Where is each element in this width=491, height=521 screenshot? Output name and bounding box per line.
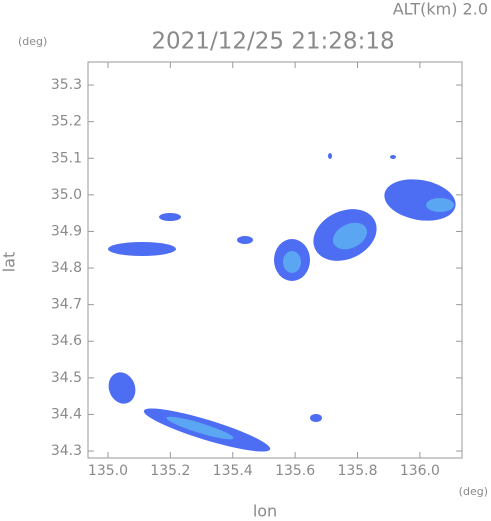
y-tick-label: 35.1 bbox=[51, 150, 82, 166]
altitude-label: ALT(km) 2.0 bbox=[393, 0, 488, 19]
echo bbox=[328, 153, 332, 159]
y-tick-label: 34.5 bbox=[51, 370, 82, 386]
plot-frame bbox=[87, 61, 463, 459]
x-unit: (deg) bbox=[459, 485, 488, 498]
echo-core bbox=[166, 416, 234, 440]
x-tick-label: 135.2 bbox=[150, 463, 190, 479]
y-tick-label: 35.3 bbox=[51, 77, 82, 93]
y-tick-label: 34.9 bbox=[51, 223, 82, 239]
echo bbox=[108, 242, 176, 256]
radar-echoes bbox=[108, 153, 456, 452]
y-unit: (deg) bbox=[18, 35, 47, 48]
x-tick-label: 135.8 bbox=[337, 463, 377, 479]
x-tick-label: 135.4 bbox=[213, 463, 253, 479]
echo bbox=[390, 155, 396, 159]
echo bbox=[310, 414, 322, 422]
y-tick-label: 34.3 bbox=[51, 443, 82, 459]
echo-core bbox=[426, 198, 454, 212]
y-axis-label: lat bbox=[0, 252, 19, 273]
x-tick-label: 135.0 bbox=[88, 463, 128, 479]
y-tick-label: 34.7 bbox=[51, 297, 82, 313]
x-tick-label: 136.0 bbox=[400, 463, 440, 479]
echo-core bbox=[283, 251, 301, 273]
echo bbox=[159, 213, 181, 221]
echo-core bbox=[332, 222, 368, 250]
y-tick-label: 35.0 bbox=[51, 187, 82, 203]
x-axis-label: lon bbox=[253, 502, 277, 521]
echo bbox=[237, 236, 253, 244]
y-tick-label: 35.2 bbox=[51, 114, 82, 130]
chart-title: 2021/12/25 21:28:18 bbox=[151, 29, 394, 55]
y-tick-label: 34.6 bbox=[51, 333, 82, 349]
x-tick-label: 135.6 bbox=[275, 463, 315, 479]
y-tick-label: 34.8 bbox=[51, 260, 82, 276]
echo bbox=[108, 372, 136, 404]
y-tick-label: 34.4 bbox=[51, 406, 82, 422]
